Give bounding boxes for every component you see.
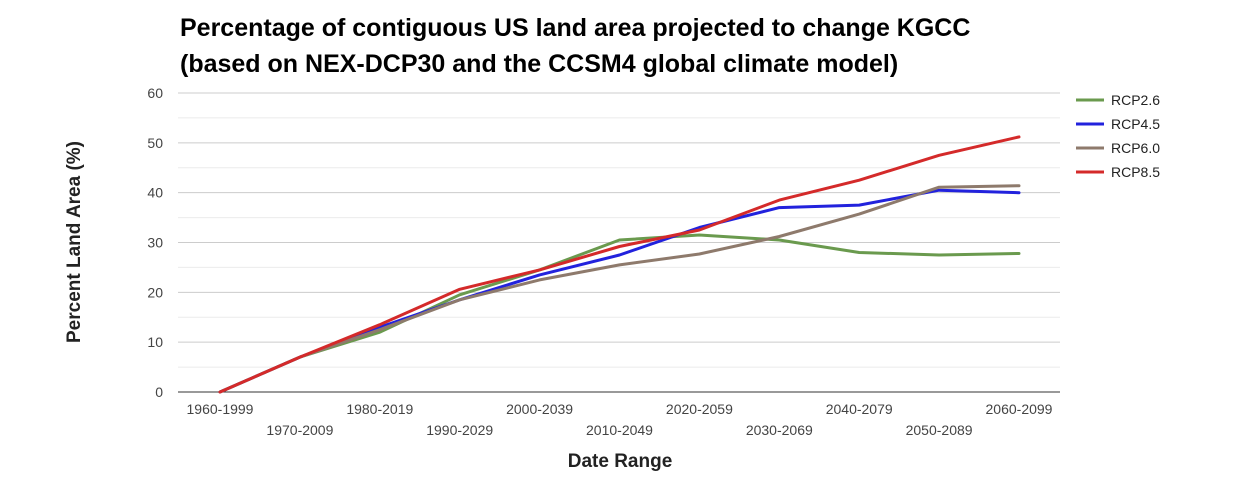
chart-title-line-1: Percentage of contiguous US land area pr… (180, 14, 970, 42)
x-tick-label: 2030-2069 (746, 422, 813, 438)
x-tick-label: 1970-2009 (266, 422, 333, 438)
series-line-rcp6-0 (218, 184, 1021, 394)
legend-item: RCP2.6 (1076, 92, 1160, 108)
x-tick-label: 2000-2039 (506, 401, 573, 417)
legend-label: RCP2.6 (1111, 92, 1160, 108)
legend-label: RCP6.0 (1111, 140, 1160, 156)
legend-item: RCP8.5 (1076, 164, 1160, 180)
y-tick-label: 10 (147, 334, 163, 350)
legend-item: RCP4.5 (1076, 116, 1160, 132)
x-tick-label: 1980-2019 (346, 401, 413, 417)
legend: RCP2.6 RCP4.5 RCP6.0 RCP8.5 (1076, 92, 1160, 180)
x-tick-label: 2040-2079 (826, 401, 893, 417)
y-axis-tick-labels: 0 10 20 30 40 50 60 (147, 85, 163, 400)
series-line-rcp2-6 (218, 233, 1021, 394)
y-tick-label: 30 (147, 235, 163, 251)
x-tick-label: 1960-1999 (187, 401, 254, 417)
legend-label: RCP4.5 (1111, 116, 1160, 132)
series-line-rcp8-5 (218, 135, 1021, 394)
major-gridlines (178, 92, 1060, 393)
legend-item: RCP6.0 (1076, 140, 1160, 156)
y-axis-title: Percent Land Area (%) (64, 141, 85, 343)
legend-label: RCP8.5 (1111, 164, 1160, 180)
chart-title: Percentage of contiguous US land area pr… (180, 14, 970, 78)
x-tick-label: 2060-2099 (986, 401, 1053, 417)
x-axis-tick-labels: 1960-1999 1970-2009 1980-2019 1990-2029 2000… (187, 401, 1053, 438)
x-tick-label: 2020-2059 (666, 401, 733, 417)
y-tick-label: 0 (155, 384, 163, 400)
series-line-rcp4-5 (218, 188, 1021, 394)
x-tick-label: 2010-2049 (586, 422, 653, 438)
minor-gridlines (178, 117, 1060, 368)
y-tick-label: 40 (147, 185, 163, 201)
chart-title-line-2: (based on NEX-DCP30 and the CCSM4 global… (180, 50, 898, 78)
x-tick-label: 1990-2029 (426, 422, 493, 438)
series-lines (218, 135, 1021, 394)
x-axis-title: Date Range (568, 451, 673, 472)
y-tick-label: 20 (147, 284, 163, 300)
y-tick-label: 60 (147, 85, 163, 101)
x-tick-label: 2050-2089 (906, 422, 973, 438)
y-tick-label: 50 (147, 135, 163, 151)
